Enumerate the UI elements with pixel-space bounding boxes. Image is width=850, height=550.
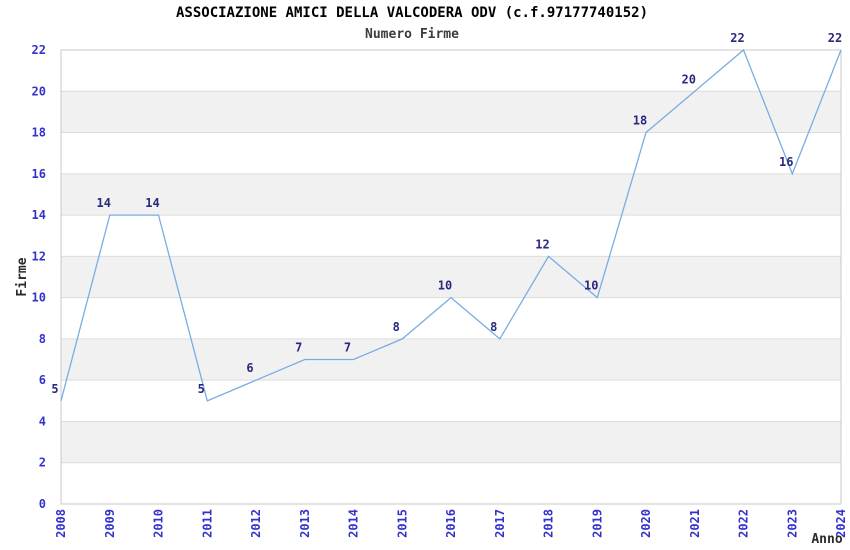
data-line	[60, 48, 842, 402]
y-tick-label: 2	[39, 456, 46, 470]
y-tick-label: 8	[39, 332, 46, 346]
plot-border	[60, 49, 842, 505]
y-tick-label: 22	[32, 43, 46, 57]
x-tick-label: 2023	[785, 509, 799, 538]
y-tick-label: 10	[32, 291, 46, 305]
y-tick-label: 12	[32, 249, 46, 263]
chart-subtitle: Numero Firme	[365, 27, 459, 42]
y-tick-label: 4	[39, 414, 46, 428]
y-tick-label: 16	[32, 167, 46, 181]
point-label: 5	[51, 382, 58, 396]
point-label: 10	[438, 279, 452, 293]
point-label: 22	[730, 31, 744, 45]
x-tick-label: 2018	[542, 509, 556, 538]
point-label: 10	[584, 279, 598, 293]
y-tick-label: 0	[39, 497, 46, 511]
x-tick-label: 2012	[249, 509, 263, 538]
x-tick-label: 2016	[444, 509, 458, 538]
x-tick-label: 2017	[493, 509, 507, 538]
x-tick-label: 2022	[737, 509, 751, 538]
point-label: 14	[97, 196, 111, 210]
point-label: 20	[682, 72, 696, 86]
plot-band	[61, 421, 841, 463]
x-tick-label: 2014	[347, 509, 361, 538]
point-label: 18	[633, 114, 647, 128]
x-tick-label: 2015	[395, 509, 409, 538]
point-label: 12	[535, 237, 549, 251]
x-tick-label: 2010	[152, 509, 166, 538]
point-label: 16	[779, 155, 793, 169]
x-tick-label: 2008	[54, 509, 68, 538]
point-label: 5	[198, 382, 205, 396]
y-axis-title: Firme	[15, 257, 30, 296]
plot-band	[61, 173, 841, 216]
x-tick-label: 2020	[639, 509, 653, 538]
y-tick-label: 18	[32, 126, 46, 140]
x-tick-label: 2013	[298, 509, 312, 538]
point-label: 8	[490, 320, 497, 334]
plot-band	[61, 338, 841, 381]
point-label: 6	[246, 361, 253, 375]
point-label: 7	[295, 341, 302, 355]
x-tick-label: 2019	[590, 509, 604, 538]
x-tick-label: 2011	[200, 509, 214, 538]
plot-band	[61, 256, 841, 298]
x-tick-label: 2009	[103, 509, 117, 538]
chart-title: ASSOCIAZIONE AMICI DELLA VALCODERA ODV (…	[175, 5, 648, 21]
plot-band	[61, 91, 841, 133]
x-tick-label: 2024	[834, 509, 848, 538]
y-tick-label: 20	[32, 84, 46, 98]
y-tick-label: 14	[32, 208, 46, 222]
point-label: 8	[393, 320, 400, 334]
y-tick-label: 6	[39, 373, 46, 387]
x-tick-label: 2021	[688, 509, 702, 538]
point-label: 22	[828, 31, 842, 45]
point-label: 7	[344, 341, 351, 355]
x-axis-title: Anno	[811, 532, 842, 547]
point-label: 14	[145, 196, 159, 210]
